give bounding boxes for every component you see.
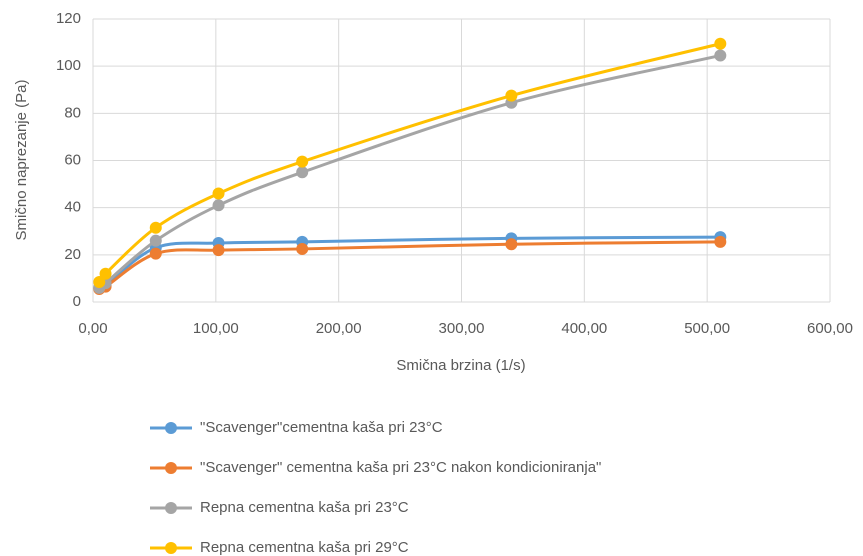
data-point [296, 155, 309, 168]
y-tick-label: 40 [64, 199, 81, 216]
data-point [93, 275, 106, 288]
y-tick-label: 0 [73, 293, 81, 310]
y-axis-title: Smično naprezanje (Pa) [13, 80, 30, 241]
data-point [212, 244, 225, 257]
data-point [296, 166, 309, 179]
y-tick-label: 80 [64, 104, 81, 121]
series-line [97, 54, 721, 290]
y-tick-label: 100 [56, 57, 81, 74]
data-point [505, 89, 518, 102]
x-tick-label: 300,00 [439, 320, 485, 337]
y-tick-label: 20 [64, 246, 81, 263]
x-tick-label: 0,00 [78, 320, 107, 337]
data-point [212, 187, 225, 200]
x-axis-title: Smična brzina (1/s) [396, 357, 525, 374]
legend-marker [165, 462, 177, 474]
data-point [99, 267, 112, 280]
legend-label: Repna cementna kaša pri 29°C [200, 539, 409, 556]
y-tick-label: 120 [56, 10, 81, 27]
x-tick-label: 100,00 [193, 320, 239, 337]
data-point [149, 234, 162, 247]
x-tick-label: 400,00 [561, 320, 607, 337]
data-point [149, 221, 162, 234]
series-line [97, 42, 721, 284]
legend-marker [165, 542, 177, 554]
x-tick-label: 200,00 [316, 320, 362, 337]
legend-label: Repna cementna kaša pri 23°C [200, 499, 409, 516]
legend-marker [165, 422, 177, 434]
y-tick-label: 60 [64, 151, 81, 168]
legend-label: "Scavenger" cementna kaša pri 23°C nakon… [200, 459, 601, 476]
x-tick-label: 500,00 [684, 320, 730, 337]
data-point [149, 247, 162, 260]
data-point [714, 235, 727, 248]
legend-marker [165, 502, 177, 514]
data-point [212, 199, 225, 212]
series-line [97, 240, 721, 292]
data-point [714, 49, 727, 62]
x-tick-label: 600,00 [807, 320, 853, 337]
data-point [296, 242, 309, 255]
series-line [97, 235, 721, 291]
data-point [505, 238, 518, 251]
data-point [714, 37, 727, 50]
legend-label: "Scavenger"cementna kaša pri 23°C [200, 419, 443, 436]
